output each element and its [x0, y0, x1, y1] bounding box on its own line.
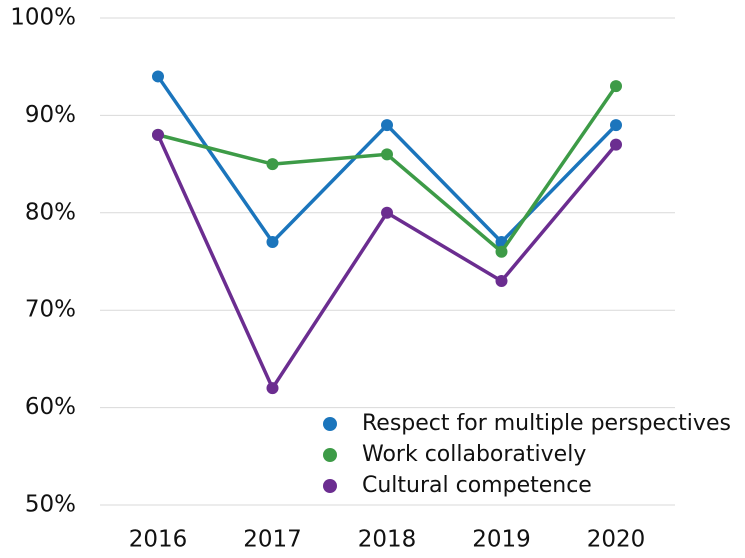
y-tick-label: 70% — [25, 297, 76, 323]
data-point — [495, 274, 508, 287]
legend-label: Work collaboratively — [362, 442, 586, 467]
data-point — [495, 245, 508, 258]
data-point — [152, 128, 164, 141]
data-point — [266, 158, 279, 171]
legend-label: Respect for multiple perspectives — [362, 411, 731, 436]
y-tick-label: 50% — [25, 492, 76, 518]
data-point — [610, 138, 622, 151]
x-tick-label: 2016 — [129, 527, 188, 553]
x-tick-label: 2020 — [587, 527, 646, 553]
legend-marker — [323, 417, 337, 431]
legend-marker — [323, 448, 337, 462]
data-point — [266, 236, 279, 249]
data-point — [381, 119, 393, 132]
data-point — [381, 148, 393, 161]
data-point — [266, 382, 279, 395]
y-tick-label: 60% — [25, 394, 76, 420]
x-tick-label: 2017 — [243, 527, 302, 553]
data-point — [610, 80, 622, 93]
y-tick-label: 100% — [10, 5, 76, 31]
data-point — [610, 119, 622, 132]
legend-marker — [323, 479, 337, 493]
x-tick-label: 2018 — [358, 527, 417, 553]
legend-label: Cultural competence — [362, 473, 592, 498]
y-tick-label: 80% — [25, 199, 76, 225]
data-point — [381, 206, 393, 219]
y-tick-label: 90% — [25, 102, 76, 128]
data-point — [152, 70, 164, 83]
x-tick-label: 2019 — [472, 527, 531, 553]
